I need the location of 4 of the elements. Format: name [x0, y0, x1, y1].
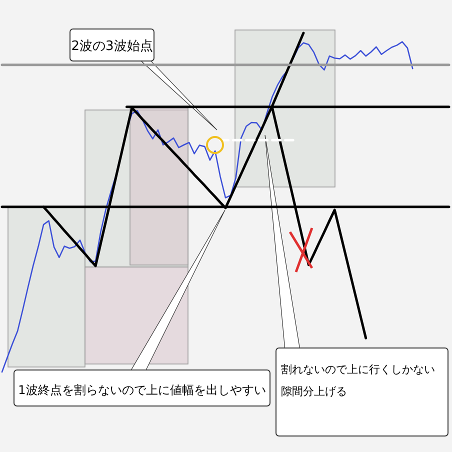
annotation: 割れないので上に行くしかない: [281, 363, 435, 376]
annotation: 2波の3波始点: [71, 39, 153, 54]
text: 1波終点を割らないので上に値幅を出しやすい: [18, 383, 266, 397]
text: 隙間分上げる: [281, 385, 347, 398]
